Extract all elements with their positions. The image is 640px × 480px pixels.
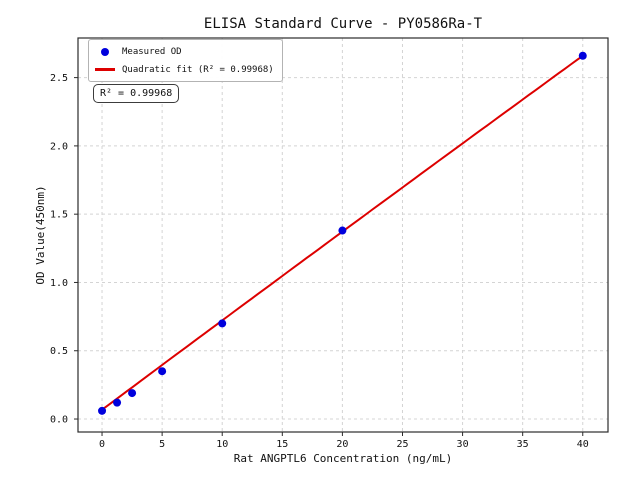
y-tick-label: 2.0 (50, 141, 68, 152)
x-tick-label: 25 (396, 439, 408, 450)
data-point (128, 389, 137, 398)
scatter-marker-icon (101, 47, 109, 56)
data-point (98, 406, 107, 415)
data-point (113, 398, 122, 407)
chart-title: ELISA Standard Curve - PY0586Ra-T (204, 16, 483, 32)
x-tick-label: 30 (457, 439, 469, 450)
data-point (338, 226, 347, 235)
x-tick-label: 10 (216, 439, 228, 450)
y-tick-label: 1.0 (50, 278, 68, 289)
legend-item-label: Measured OD (122, 46, 182, 57)
x-tick-label: 15 (276, 439, 288, 450)
data-point (158, 367, 167, 376)
plot-border (77, 37, 609, 433)
tick-layer: 0 5 10 15 20 25 30 35 40 0.0 0.5 1.0 1.5 2.0 2.5 (50, 73, 589, 450)
legend-item-quadratic-fit: Quadratic fit (R² = 0.99968) (95, 62, 274, 77)
data-point-layer (98, 51, 587, 415)
x-axis-label: Rat ANGPTL6 Concentration (ng/mL) (234, 452, 453, 465)
y-tick-label: 2.5 (50, 73, 68, 84)
legend-item-measured-od: Measured OD (95, 44, 274, 59)
fit-line-swatch-icon (95, 68, 115, 71)
y-axis-label: OD Value(450nm) (34, 185, 47, 284)
data-point (578, 51, 587, 60)
x-tick-label: 5 (159, 439, 165, 450)
data-point (218, 319, 227, 328)
y-tick-label: 1.5 (50, 210, 68, 221)
x-tick-label: 0 (99, 439, 105, 450)
y-tick-label: 0.5 (50, 346, 68, 357)
grid-layer (78, 38, 608, 432)
x-tick-label: 35 (517, 439, 529, 450)
y-tick-label: 0.0 (50, 415, 68, 426)
r-squared-annotation: R² = 0.99968 (93, 84, 180, 103)
legend: Measured OD Quadratic fit (R² = 0.99968) (88, 39, 283, 82)
legend-item-label: Quadratic fit (R² = 0.99968) (122, 64, 274, 75)
x-tick-label: 20 (336, 439, 348, 450)
x-tick-label: 40 (577, 439, 589, 450)
